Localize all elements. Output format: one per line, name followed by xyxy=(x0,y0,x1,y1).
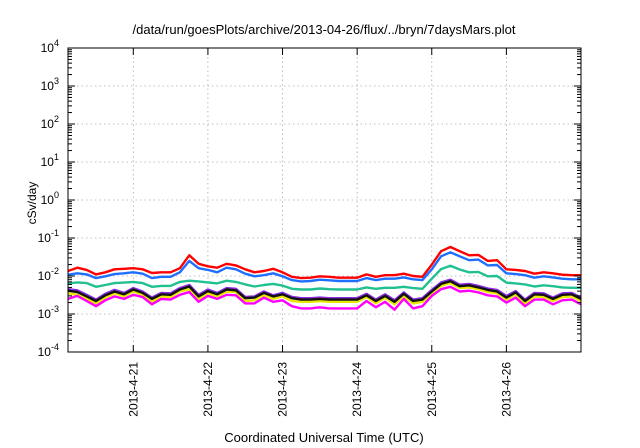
series-layer xyxy=(68,245,581,311)
chart-title: /data/run/goesPlots/archive/2013-04-26/f… xyxy=(133,22,516,37)
x-tick-label: 2013-4-23 xyxy=(276,362,290,417)
x-tick-label: 2013-4-25 xyxy=(425,362,439,417)
series-line xyxy=(68,281,581,306)
grid xyxy=(68,48,581,352)
series-line xyxy=(68,245,581,280)
y-tick-label: 101 xyxy=(41,152,59,169)
y-tick-label: 104 xyxy=(41,38,59,55)
y-tick-label: 10-2 xyxy=(38,266,59,283)
series-line xyxy=(68,280,581,303)
series-line xyxy=(68,251,581,283)
x-tick-label: 2013-4-26 xyxy=(499,362,513,417)
y-tick-label: 10-3 xyxy=(38,304,59,321)
y-tick-label: 103 xyxy=(41,76,59,93)
axis-ticks: 10-4 10-3 10-2 10-1 100 101 102 103 104 2013-4-21… xyxy=(38,38,581,417)
x-axis-label: Coordinated Universal Time (UTC) xyxy=(224,430,423,445)
x-tick-label: 2013-4-24 xyxy=(350,362,364,417)
x-tick-label: 2013-4-21 xyxy=(126,362,140,417)
y-tick-label: 100 xyxy=(41,190,59,207)
y-tick-label: 10-4 xyxy=(38,342,59,359)
y-tick-label: 10-1 xyxy=(38,228,59,245)
y-axis-label: cSv/day xyxy=(25,182,39,225)
series-line xyxy=(68,285,581,311)
series-line xyxy=(68,264,581,291)
x-tick-label: 2013-4-22 xyxy=(201,362,215,417)
y-tick-label: 102 xyxy=(41,114,59,131)
